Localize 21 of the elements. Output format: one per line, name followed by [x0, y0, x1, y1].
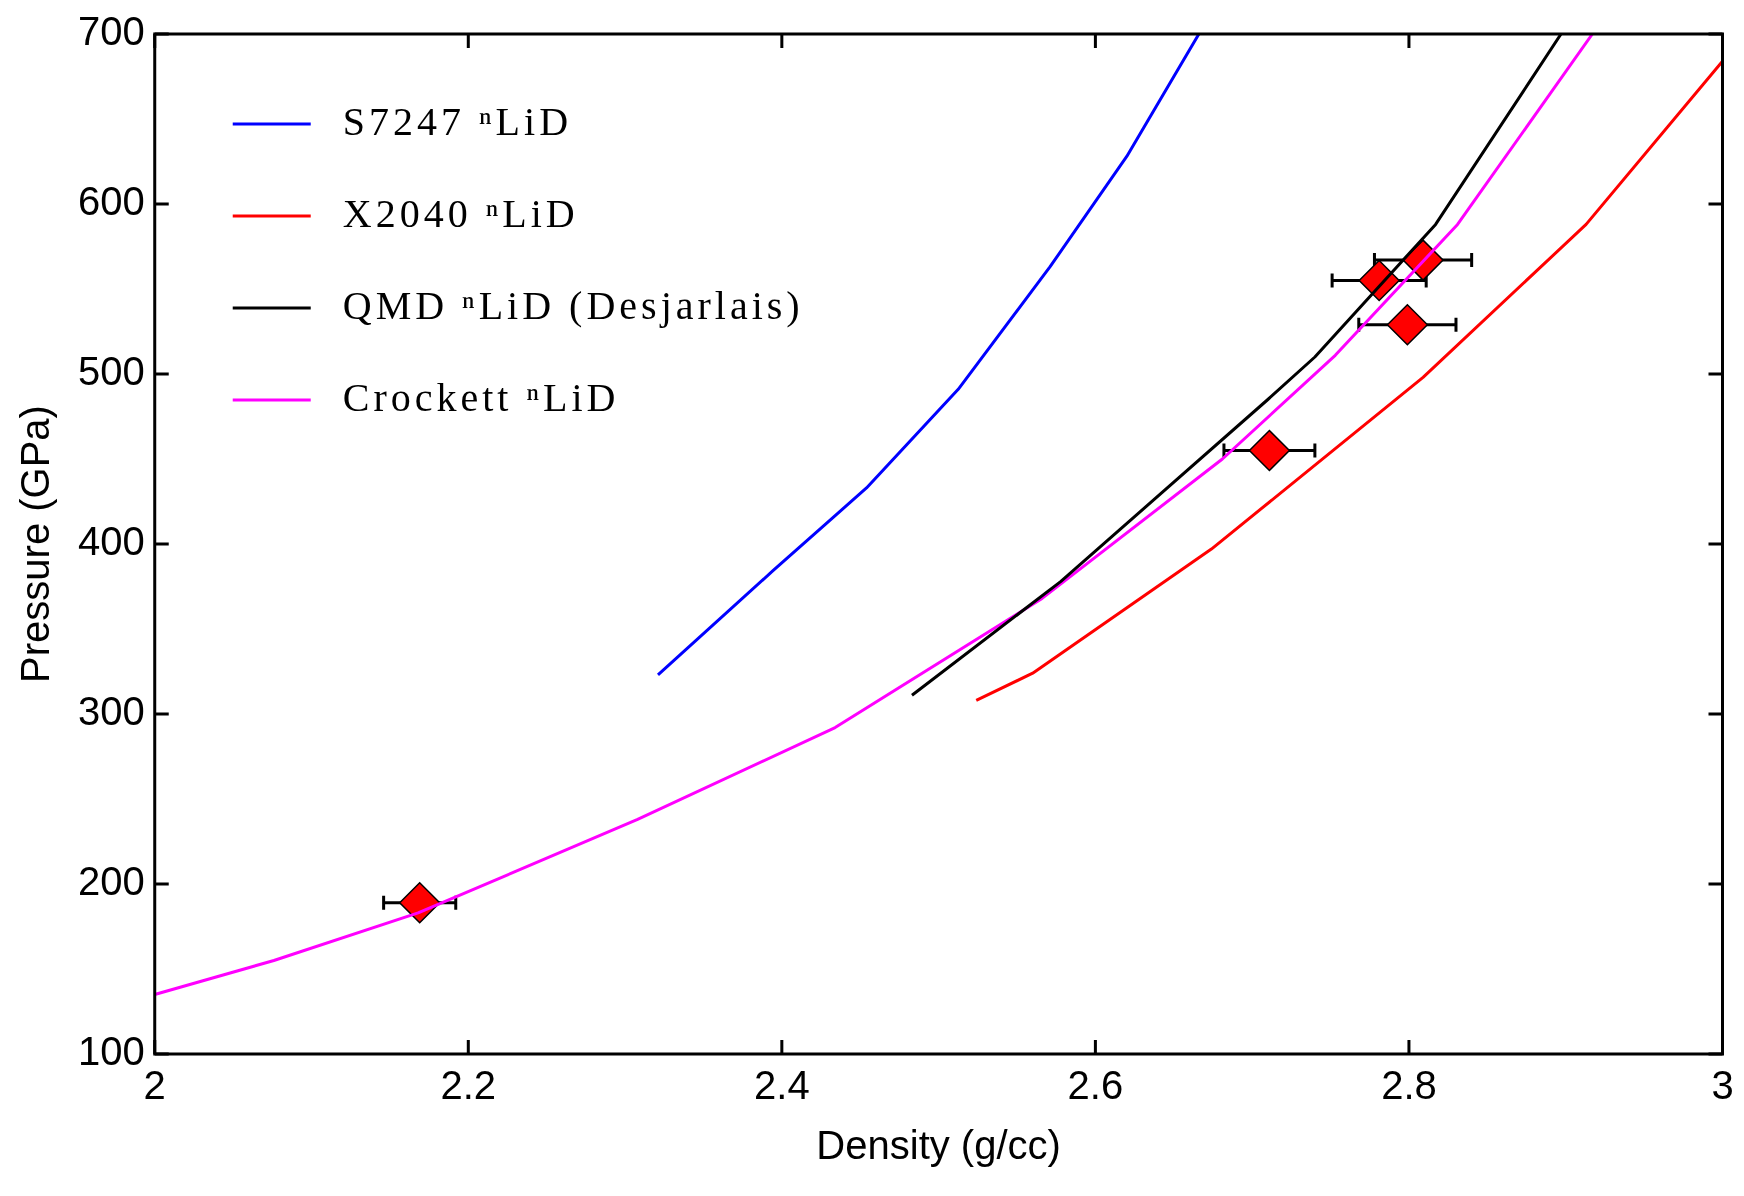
x-tick-label: 2.4 — [754, 1063, 810, 1108]
legend-label: S7247 ⁿLiD — [342, 98, 573, 144]
y-tick-label: 500 — [77, 349, 145, 394]
y-tick-label: 300 — [77, 689, 145, 734]
x-tick-label: 2.6 — [1067, 1063, 1124, 1108]
y-tick-label: 700 — [77, 9, 145, 54]
y-tick-label: 600 — [77, 179, 145, 224]
y-tick-label: 200 — [77, 859, 145, 904]
x-tick-label: 2.8 — [1381, 1063, 1437, 1108]
x-tick-label: 2 — [143, 1063, 166, 1108]
x-tick-label: 2.2 — [440, 1063, 497, 1108]
point — [1386, 303, 1429, 346]
x-tick-label: 3 — [1711, 1063, 1734, 1108]
y-tick-label: 100 — [77, 1029, 145, 1074]
legend-label: Crockett ⁿLiD — [342, 374, 620, 420]
legend-label: X2040 ⁿLiD — [342, 190, 579, 236]
x-axis-title: Density (g/cc) — [816, 1123, 1061, 1168]
y-axis-title: Pressure (GPa) — [13, 405, 58, 683]
point — [1248, 429, 1291, 472]
y-tick-label: 400 — [77, 519, 145, 564]
legend-label: QMD ⁿLiD (Desjarlais) — [342, 282, 804, 328]
